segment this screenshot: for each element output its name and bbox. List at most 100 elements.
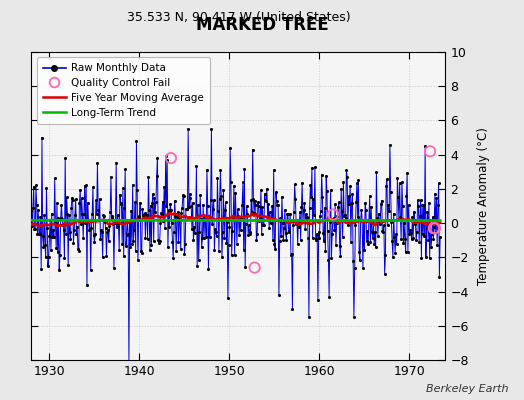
Point [355, 249, 363, 255]
Point [106, 209, 114, 216]
Point [289, 222, 297, 228]
Point [211, 226, 220, 232]
Point [196, 192, 204, 198]
Point [342, 214, 350, 221]
Point [389, 254, 397, 260]
Point [399, 240, 408, 246]
Point [261, 197, 270, 204]
Point [27, 208, 36, 214]
Point [145, 207, 154, 214]
Point [95, 196, 104, 202]
Point [323, 188, 331, 194]
Point [182, 206, 190, 212]
Point [140, 212, 148, 219]
Point [245, 222, 253, 228]
Point [39, 244, 48, 250]
Point [218, 254, 226, 260]
Point [60, 255, 69, 261]
Point [418, 202, 427, 208]
Point [433, 242, 441, 248]
Point [219, 187, 227, 194]
Point [123, 216, 132, 223]
Point [102, 253, 111, 259]
Point [352, 199, 361, 205]
Point [364, 241, 373, 248]
Point [86, 267, 95, 273]
Point [210, 197, 218, 203]
Point [86, 217, 94, 223]
Point [160, 184, 168, 190]
Point [281, 230, 290, 237]
Point [62, 194, 71, 200]
Point [135, 212, 144, 219]
Point [426, 216, 434, 223]
Point [134, 257, 142, 264]
Point [60, 227, 68, 233]
Point [41, 242, 49, 248]
Point [113, 224, 121, 230]
Point [312, 236, 321, 243]
Point [375, 210, 383, 217]
Point [256, 214, 265, 221]
Point [79, 235, 88, 241]
Point [94, 207, 102, 213]
Point [48, 234, 57, 240]
Point [346, 183, 354, 190]
Point [53, 249, 62, 255]
Title: 35.533 N, 90.417 W (United States): 35.533 N, 90.417 W (United States) [127, 12, 350, 24]
Point [228, 228, 237, 234]
Point [375, 218, 384, 225]
Point [53, 200, 61, 206]
Point [304, 235, 312, 241]
Point [187, 202, 195, 209]
Point [196, 216, 205, 223]
Point [203, 202, 212, 209]
Point [403, 170, 411, 176]
Point [47, 247, 55, 254]
Point [248, 208, 256, 215]
Point [213, 175, 222, 182]
Point [434, 180, 443, 187]
Point [71, 212, 79, 218]
Point [388, 238, 396, 245]
Point [260, 191, 269, 197]
Point [265, 224, 274, 231]
Point [172, 248, 180, 254]
Point [372, 168, 380, 175]
Point [231, 252, 239, 258]
Point [271, 246, 279, 252]
Point [148, 200, 156, 206]
Point [50, 175, 59, 182]
Point [219, 229, 227, 236]
Point [72, 231, 81, 237]
Point [350, 314, 358, 320]
Point [212, 229, 220, 235]
Point [93, 160, 102, 166]
Point [321, 204, 329, 211]
Point [29, 204, 37, 211]
Point [128, 241, 136, 247]
Point [123, 232, 131, 239]
Point [207, 126, 215, 132]
Point [382, 183, 390, 189]
Point [238, 202, 246, 208]
Point [264, 200, 272, 207]
Point [92, 197, 100, 204]
Point [257, 186, 265, 193]
Point [333, 213, 342, 220]
Point [303, 214, 312, 220]
Point [416, 213, 424, 219]
Point [354, 177, 363, 183]
Point [320, 238, 328, 244]
Point [348, 190, 357, 197]
Point [310, 212, 319, 218]
Point [283, 211, 291, 217]
Point [428, 230, 436, 237]
Point [294, 217, 302, 224]
Point [295, 224, 303, 230]
Point [248, 146, 257, 153]
Point [42, 185, 51, 191]
Point [168, 220, 176, 226]
Point [43, 263, 52, 269]
Point [74, 246, 82, 252]
